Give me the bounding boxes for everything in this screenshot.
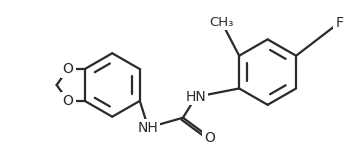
Text: O: O bbox=[62, 94, 74, 108]
Text: CH₃: CH₃ bbox=[210, 16, 234, 29]
Text: O: O bbox=[205, 131, 215, 145]
Text: O: O bbox=[62, 62, 74, 76]
Text: F: F bbox=[335, 16, 343, 30]
Text: HN: HN bbox=[186, 90, 206, 104]
Text: NH: NH bbox=[138, 121, 158, 135]
